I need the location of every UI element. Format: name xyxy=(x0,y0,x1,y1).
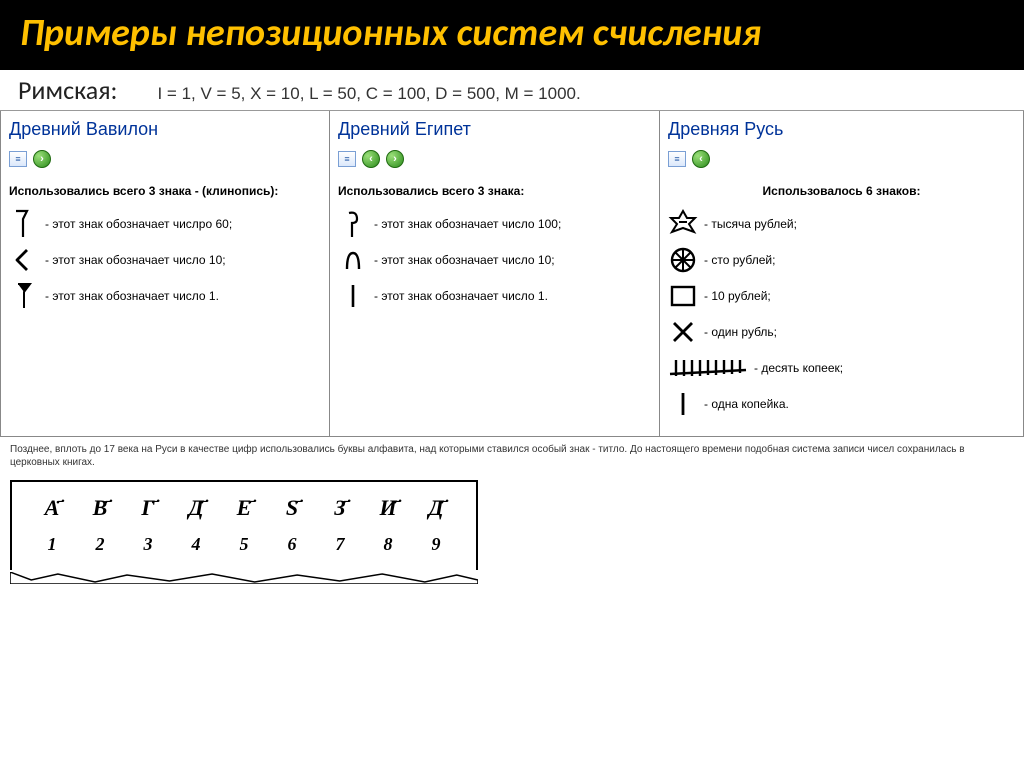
cuneiform-60-icon xyxy=(9,210,39,238)
icon-row: ≡ ‹ › xyxy=(338,150,651,168)
babylon-intro: Использовались всего 3 знака - (клинопис… xyxy=(9,184,321,198)
egypt-intro: Использовались всего 3 знака: xyxy=(338,184,651,198)
column-babylon: Древний Вавилон ≡ › Использовались всего… xyxy=(0,111,330,437)
nav-next-icon: › xyxy=(33,150,51,168)
rus-item-1-text: - тысяча рублей; xyxy=(704,217,797,231)
babylon-item-1: - этот знак обозначает числро 60; xyxy=(9,210,321,238)
cuneiform-1-icon xyxy=(9,282,39,310)
column-rus: Древняя Русь ≡ ‹ Использовалось 6 знаков… xyxy=(660,111,1024,437)
egypt-item-3: - этот знак обозначает число 1. xyxy=(338,282,651,310)
egypt-item-2-text: - этот знак обозначает число 10; xyxy=(374,253,555,267)
babylon-item-1-text: - этот знак обозначает числро 60; xyxy=(45,217,232,231)
rus-item-2-text: - сто рублей; xyxy=(704,253,775,267)
roman-row: Римская: I = 1, V = 5, X = 10, L = 50, C… xyxy=(0,70,1024,111)
letter-cell: Е҃ xyxy=(220,494,268,533)
rus-item-4: - один рубль; xyxy=(668,318,1015,346)
torn-edge-decoration xyxy=(10,570,478,582)
egypt-item-1-text: - этот знак обозначает число 100; xyxy=(374,217,561,231)
rus-item-5: - десять копеек; xyxy=(668,354,1015,382)
letter-cell: И҃ xyxy=(364,494,412,533)
rus-10kop-icon xyxy=(668,354,748,382)
list-icon: ≡ xyxy=(338,151,356,167)
number-cell: 9 xyxy=(412,533,460,556)
rus-item-3-text: - 10 рублей; xyxy=(704,289,771,303)
babylon-item-2-text: - этот знак обозначает число 10; xyxy=(45,253,226,267)
number-cell: 7 xyxy=(316,533,364,556)
babylon-item-3: - этот знак обозначает число 1. xyxy=(9,282,321,310)
number-cell: 8 xyxy=(364,533,412,556)
rus-intro: Использовалось 6 знаков: xyxy=(668,184,1015,198)
rus-100rub-icon xyxy=(668,246,698,274)
table-row: А҃ В҃ Г҃ Д҃ Е҃ S҃ З҃ И҃ Д҃ xyxy=(28,494,460,533)
letter-cell: Г҃ xyxy=(124,494,172,533)
number-cell: 6 xyxy=(268,533,316,556)
number-cell: 1 xyxy=(28,533,76,556)
rus-1kop-icon xyxy=(668,390,698,418)
number-cell: 5 xyxy=(220,533,268,556)
list-icon: ≡ xyxy=(9,151,27,167)
rus-item-3: - 10 рублей; xyxy=(668,282,1015,310)
heading-rus: Древняя Русь xyxy=(668,119,1015,140)
heading-babylon: Древний Вавилон xyxy=(9,119,321,140)
rus-item-2: - сто рублей; xyxy=(668,246,1015,274)
roman-label: Римская: xyxy=(18,74,137,106)
cuneiform-10-icon xyxy=(9,246,39,274)
rus-item-6: - одна копейка. xyxy=(668,390,1015,418)
number-cell: 2 xyxy=(76,533,124,556)
rus-item-4-text: - один рубль; xyxy=(704,325,777,339)
column-egypt: Древний Египет ≡ ‹ › Использовались всег… xyxy=(330,111,660,437)
rus-1rub-icon xyxy=(668,318,698,346)
roman-values: I = 1, V = 5, X = 10, L = 50, C = 100, D… xyxy=(137,84,580,104)
rus-1000rub-icon xyxy=(668,210,698,238)
slide-title: Примеры непозиционных систем счисления xyxy=(20,12,1004,56)
egypt-item-2: - этот знак обозначает число 10; xyxy=(338,246,651,274)
number-cell: 4 xyxy=(172,533,220,556)
letter-cell: А҃ xyxy=(28,494,76,533)
icon-row: ≡ ‹ xyxy=(668,150,1015,168)
letter-cell: Д҃ xyxy=(412,494,460,533)
columns-container: Древний Вавилон ≡ › Использовались всего… xyxy=(0,111,1024,437)
egypt-1-icon xyxy=(338,282,368,310)
heading-egypt: Древний Египет xyxy=(338,119,651,140)
letter-cell: В҃ xyxy=(76,494,124,533)
icon-row: ≡ › xyxy=(9,150,321,168)
list-icon: ≡ xyxy=(668,151,686,167)
rus-item-5-text: - десять копеек; xyxy=(754,361,843,375)
egypt-10-icon xyxy=(338,246,368,274)
egypt-100-icon xyxy=(338,210,368,238)
rus-item-6-text: - одна копейка. xyxy=(704,397,789,411)
egypt-item-3-text: - этот знак обозначает число 1. xyxy=(374,289,548,303)
table-row: 1 2 3 4 5 6 7 8 9 xyxy=(28,533,460,556)
footnote: Позднее, вплоть до 17 века на Руси в кач… xyxy=(0,437,1024,476)
nav-next-icon: › xyxy=(386,150,404,168)
slide-title-bar: Примеры непозиционных систем счисления xyxy=(0,0,1024,70)
rus-item-1: - тысяча рублей; xyxy=(668,210,1015,238)
nav-prev-icon: ‹ xyxy=(692,150,710,168)
nav-prev-icon: ‹ xyxy=(362,150,380,168)
rus-10rub-icon xyxy=(668,282,698,310)
egypt-item-1: - этот знак обозначает число 100; xyxy=(338,210,651,238)
letter-cell: Д҃ xyxy=(172,494,220,533)
number-cell: 3 xyxy=(124,533,172,556)
cyrillic-numeral-table: А҃ В҃ Г҃ Д҃ Е҃ S҃ З҃ И҃ Д҃ 1 2 3 4 5 6 7… xyxy=(10,480,478,578)
babylon-item-3-text: - этот знак обозначает число 1. xyxy=(45,289,219,303)
letter-cell: З҃ xyxy=(316,494,364,533)
babylon-item-2: - этот знак обозначает число 10; xyxy=(9,246,321,274)
letter-cell: S҃ xyxy=(268,494,316,533)
